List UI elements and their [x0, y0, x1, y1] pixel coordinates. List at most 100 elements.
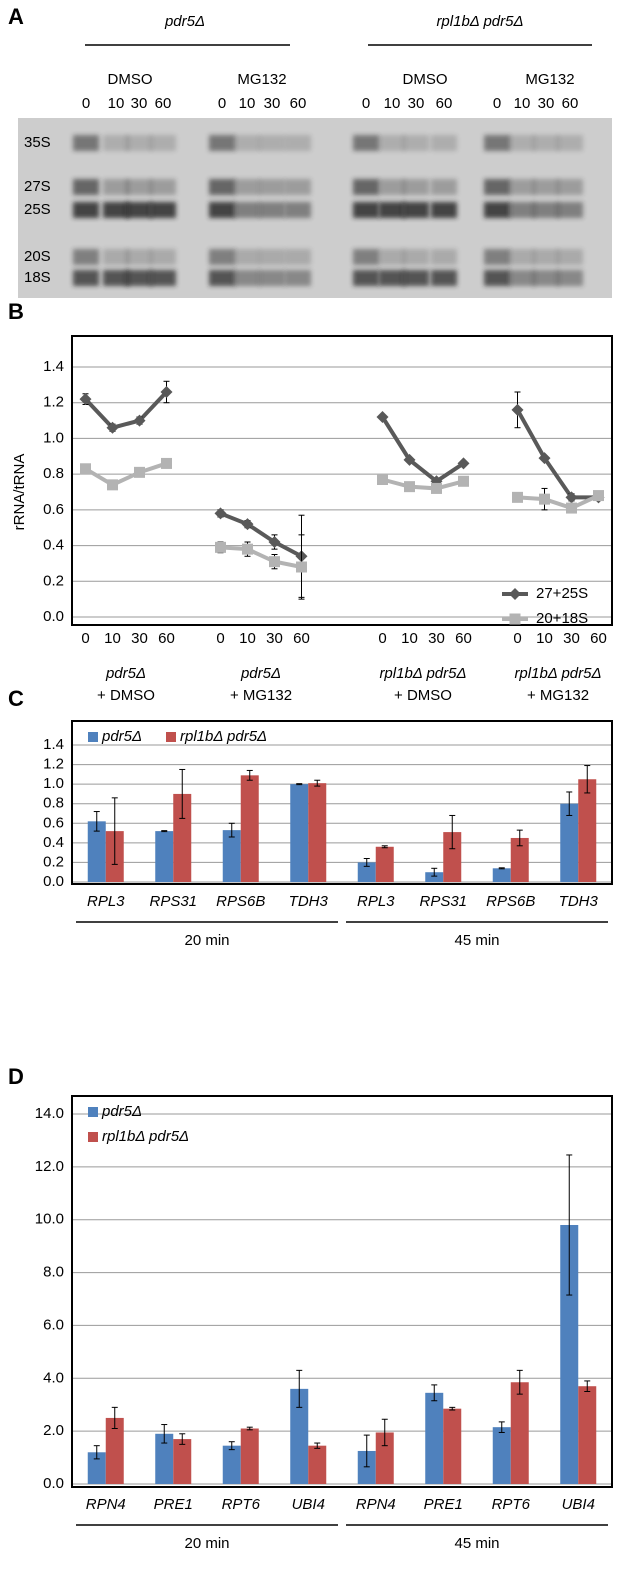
gel-band	[150, 135, 176, 151]
time-label: 30	[264, 95, 281, 112]
gel-band	[509, 249, 535, 265]
legend-marker	[509, 588, 521, 600]
marker	[161, 457, 172, 469]
gel-band	[353, 202, 379, 218]
x-tick-label: 0	[216, 630, 224, 647]
group-label: 45 min	[454, 932, 499, 949]
marker	[134, 466, 145, 478]
bar	[155, 1433, 174, 1484]
group-label: + DMSO	[394, 687, 452, 704]
y-tick-label: 0.2	[43, 853, 64, 870]
bar	[222, 1445, 241, 1484]
time-label: 10	[239, 95, 256, 112]
gel-band	[509, 202, 535, 218]
gel-band	[557, 202, 583, 218]
legend-swatch	[166, 732, 176, 742]
gel-band	[285, 202, 311, 218]
gel-band	[533, 202, 559, 218]
y-tick-label: 1.4	[43, 358, 64, 375]
x-tick-label: PRE1	[424, 1496, 463, 1513]
gel-band	[509, 270, 535, 286]
gel-band	[103, 135, 129, 151]
gel-band	[103, 270, 129, 286]
group-label: 45 min	[454, 1535, 499, 1552]
x-tick-label: RPL3	[87, 893, 125, 910]
bar	[240, 775, 259, 882]
x-tick-label: RPS31	[149, 893, 197, 910]
bar	[357, 1450, 376, 1484]
bar	[560, 1225, 579, 1484]
bar	[308, 1445, 327, 1484]
gel-band	[403, 135, 429, 151]
gel-band	[285, 135, 311, 151]
group-label: rpl1bΔ pdr5Δ	[379, 665, 466, 682]
gel-band	[431, 179, 457, 195]
gel-band	[379, 135, 405, 151]
gel-band	[557, 270, 583, 286]
marker	[376, 411, 389, 423]
gel-band	[431, 270, 457, 286]
x-tick-label: RPT6	[492, 1496, 531, 1513]
strain-label: rpl1bΔ pdr5Δ	[436, 13, 523, 30]
gel-band	[103, 249, 129, 265]
gel-band	[533, 270, 559, 286]
plot-frame	[71, 720, 613, 885]
gel-band	[259, 202, 285, 218]
y-tick-label: 0.4	[43, 834, 64, 851]
gel-band	[259, 179, 285, 195]
strain-label: pdr5Δ	[164, 13, 205, 30]
treatment-label: DMSO	[108, 71, 153, 88]
gel-band	[150, 249, 176, 265]
gel-band	[431, 249, 457, 265]
gel-band	[234, 179, 260, 195]
time-label: 60	[562, 95, 579, 112]
gel-band	[126, 270, 152, 286]
bar	[222, 830, 241, 882]
y-tick-label: 0.2	[43, 572, 64, 589]
marker	[539, 493, 550, 505]
y-tick-label: 2.0	[43, 1422, 64, 1439]
gel-band	[234, 270, 260, 286]
bar	[510, 837, 529, 882]
bar	[492, 868, 511, 882]
series-line	[84, 390, 599, 559]
marker	[133, 414, 146, 427]
time-label: 0	[493, 95, 501, 112]
gel-band	[509, 135, 535, 151]
gel-band	[73, 270, 99, 286]
gel-band	[379, 202, 405, 218]
bar	[510, 1382, 529, 1484]
group-label: pdr5Δ	[240, 665, 281, 682]
gel-band	[126, 135, 152, 151]
gel-band	[403, 270, 429, 286]
gel-band	[150, 202, 176, 218]
gel-band	[379, 249, 405, 265]
x-tick-label: TDH3	[559, 893, 599, 910]
marker	[457, 457, 470, 470]
time-label: 0	[362, 95, 370, 112]
y-tick-label: 4.0	[43, 1369, 64, 1386]
y-tick-label: 0.8	[43, 795, 64, 812]
legend-swatch	[88, 1132, 98, 1142]
gel-band	[484, 135, 510, 151]
gel-band	[234, 249, 260, 265]
band-label: 25S	[24, 201, 51, 218]
gel-band	[234, 202, 260, 218]
y-tick-label: 6.0	[43, 1316, 64, 1333]
plot-frame	[71, 335, 613, 626]
y-tick-label: 0.6	[43, 814, 64, 831]
panel-letter: C	[8, 686, 24, 711]
gel-band	[484, 202, 510, 218]
group-label: rpl1bΔ pdr5Δ	[514, 665, 601, 682]
time-label: 30	[538, 95, 555, 112]
bar	[105, 1417, 124, 1484]
bar	[240, 1428, 259, 1484]
gel-band	[484, 270, 510, 286]
x-tick-label: 30	[266, 630, 283, 647]
bar	[560, 803, 579, 882]
x-tick-label: 0	[513, 630, 521, 647]
band-label: 18S	[24, 269, 51, 286]
x-tick-label: 60	[158, 630, 175, 647]
bar	[443, 1408, 462, 1484]
